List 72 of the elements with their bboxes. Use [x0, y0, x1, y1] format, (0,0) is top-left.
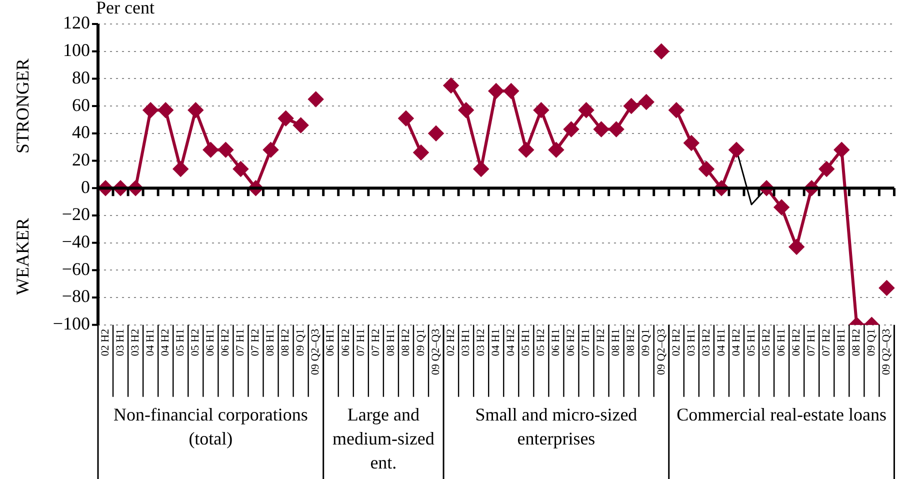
x-tick-label: 05 H2 [760, 328, 772, 356]
x-tick-label: 06 H2 [340, 328, 352, 356]
x-tick-label: 04 H1 [144, 328, 156, 356]
x-tick-label: 05 H1 [745, 328, 758, 356]
y-tick-label: 120 [63, 12, 90, 33]
x-tick-label: 09 Q2–Q3 [880, 328, 893, 376]
x-tick-label: 04 H2 [730, 328, 742, 356]
x-tick-label: 09 Q2–Q3 [310, 328, 322, 376]
y-tick-label: 80 [72, 67, 90, 88]
x-tick-label: 07 H2 [820, 328, 833, 356]
x-tick-label: 03 H2 [129, 328, 142, 356]
x-tick-label: 04 H2 [505, 328, 518, 356]
x-tick-label: 07 H1 [354, 328, 367, 356]
x-tick-label: 05 H2 [535, 328, 548, 356]
y-tick-label: −40 [62, 232, 90, 252]
y-tick-label: −80 [62, 286, 90, 306]
x-tick-label: 08 H1 [384, 328, 397, 356]
y-tick-label: −20 [62, 204, 90, 224]
x-tick-label: 09 Q2–Q3 [655, 328, 668, 376]
text: WEAKER [12, 218, 33, 295]
x-tick-label: 06 H2 [220, 328, 232, 356]
x-tick-label: 07 H2 [250, 328, 262, 356]
x-tick-label: 03 H2 [474, 328, 487, 356]
y-tick-label: 0 [81, 176, 90, 197]
x-tick-label: 06 H2 [565, 328, 578, 356]
x-tick-label: 09 Q1 [294, 328, 307, 356]
text: Small and micro-sized enterprises [475, 404, 638, 449]
x-tick-label: 07 H1 [580, 328, 592, 356]
y-tick-label: 20 [72, 149, 90, 170]
x-tick-label: 03 H1 [685, 328, 698, 356]
y-tick-label: 40 [72, 122, 90, 142]
y-tick-label: 100 [63, 40, 90, 60]
x-tick-label: 09 Q1 [640, 328, 652, 356]
text: Commercial real-estate loans [676, 404, 887, 425]
text: Non-financial corporations (total) [113, 404, 308, 449]
x-tick-label: 07 H2 [595, 328, 608, 356]
x-tick-label: 06 H1 [204, 328, 217, 356]
x-tick-label: 03 H2 [700, 328, 712, 356]
x-tick-label: 08 H1 [610, 328, 622, 356]
x-tick-label: 05 H2 [190, 328, 202, 356]
x-tick-label: 08 H2 [625, 328, 638, 356]
x-tick-label: 04 H1 [715, 328, 728, 356]
x-tick-label: 06 H1 [775, 328, 788, 356]
x-tick-label: 03 H1 [114, 328, 126, 356]
x-tick-label: 09 Q1 [414, 328, 427, 356]
x-tick-label: 08 H2 [280, 328, 292, 356]
y-axis-title: Per cent [96, 0, 154, 18]
x-tick-label: 08 H1 [836, 328, 848, 356]
x-tick-label: 07 H1 [234, 328, 247, 356]
x-tick-label: 08 H1 [264, 328, 277, 356]
x-tick-label: 08 H2 [850, 328, 863, 356]
x-tick-label: 02 H2 [444, 328, 457, 356]
y-tick-label: −100 [52, 314, 90, 334]
x-tick-label: 02 H2 [99, 328, 112, 356]
y-tick-label: −60 [62, 258, 90, 279]
text: STRONGER [12, 58, 33, 154]
x-tick-label: 04 H1 [490, 328, 502, 356]
x-tick-label: 05 H1 [520, 328, 532, 356]
x-tick-label: 03 H1 [460, 328, 472, 356]
x-tick-label: 06 H1 [550, 328, 562, 356]
x-tick-label: 06 H2 [790, 328, 802, 356]
x-tick-label: 02 H2 [670, 328, 682, 356]
x-tick-label: 07 H2 [370, 328, 382, 356]
y-tick-label: 60 [72, 94, 90, 115]
x-tick-label: 09 Q1 [866, 328, 878, 356]
x-tick-label: 08 H2 [400, 328, 412, 356]
x-tick-label: 09 Q2–Q3 [430, 328, 442, 376]
x-tick-label: 04 H2 [159, 328, 172, 356]
x-tick-label: 06 H1 [324, 328, 337, 356]
x-tick-label: 07 H1 [805, 328, 818, 356]
x-tick-label: 05 H1 [174, 328, 187, 356]
text: Large and medium-sized ent. [332, 404, 434, 473]
